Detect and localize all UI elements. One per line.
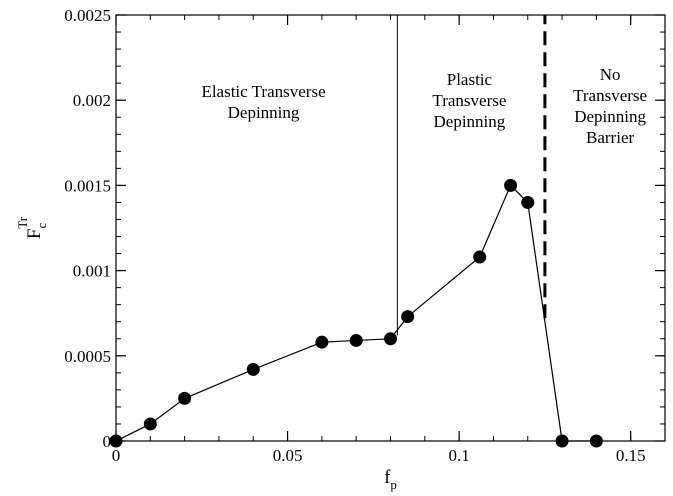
data-point <box>504 178 518 192</box>
data-point <box>178 391 192 405</box>
x-tick-label: 0.15 <box>616 446 646 465</box>
data-point <box>521 195 535 209</box>
y-axis-label: FcTr <box>15 216 49 239</box>
region-annotation: Elastic Transverse Depinning <box>201 82 325 122</box>
data-point <box>473 250 487 264</box>
data-point <box>384 332 397 346</box>
svg-text:FcTr: FcTr <box>15 216 49 239</box>
data-point <box>555 434 569 448</box>
major-ticks <box>115 14 665 442</box>
x-tick-label: 0.1 <box>449 446 470 465</box>
y-tick-label: 0.0025 <box>64 6 111 25</box>
data-points <box>109 178 603 448</box>
region-annotation: No Transverse Depinning Barrier <box>573 65 647 147</box>
data-point <box>589 434 603 448</box>
minor-ticks <box>115 14 666 442</box>
y-tick-label: 0 <box>103 432 112 451</box>
y-tick-label: 0.0015 <box>64 176 111 195</box>
data-point <box>246 362 260 376</box>
region-annotation: Plastic Transverse Depinning <box>432 70 506 131</box>
x-tick-labels: 0 0.05 0.1 0.15 <box>112 446 646 465</box>
region-boundaries <box>396 15 547 336</box>
region-annotations: Elastic Transverse Depinning Plastic Transv… <box>201 65 647 147</box>
data-point <box>401 310 415 324</box>
data-point <box>315 335 329 349</box>
y-tick-labels: 0 0.0005 0.001 0.0015 0.002 0.0025 <box>64 6 111 451</box>
y-tick-label: 0.0005 <box>64 347 111 366</box>
y-tick-label: 0.001 <box>73 262 111 281</box>
plot-frame <box>115 14 666 442</box>
y-tick-label: 0.002 <box>73 91 111 110</box>
x-tick-label: 0.05 <box>273 446 303 465</box>
x-tick-label: 0 <box>112 446 121 465</box>
x-axis-label: fp <box>384 467 397 492</box>
data-point <box>143 417 157 431</box>
data-point <box>349 333 363 347</box>
data-point <box>109 434 123 448</box>
